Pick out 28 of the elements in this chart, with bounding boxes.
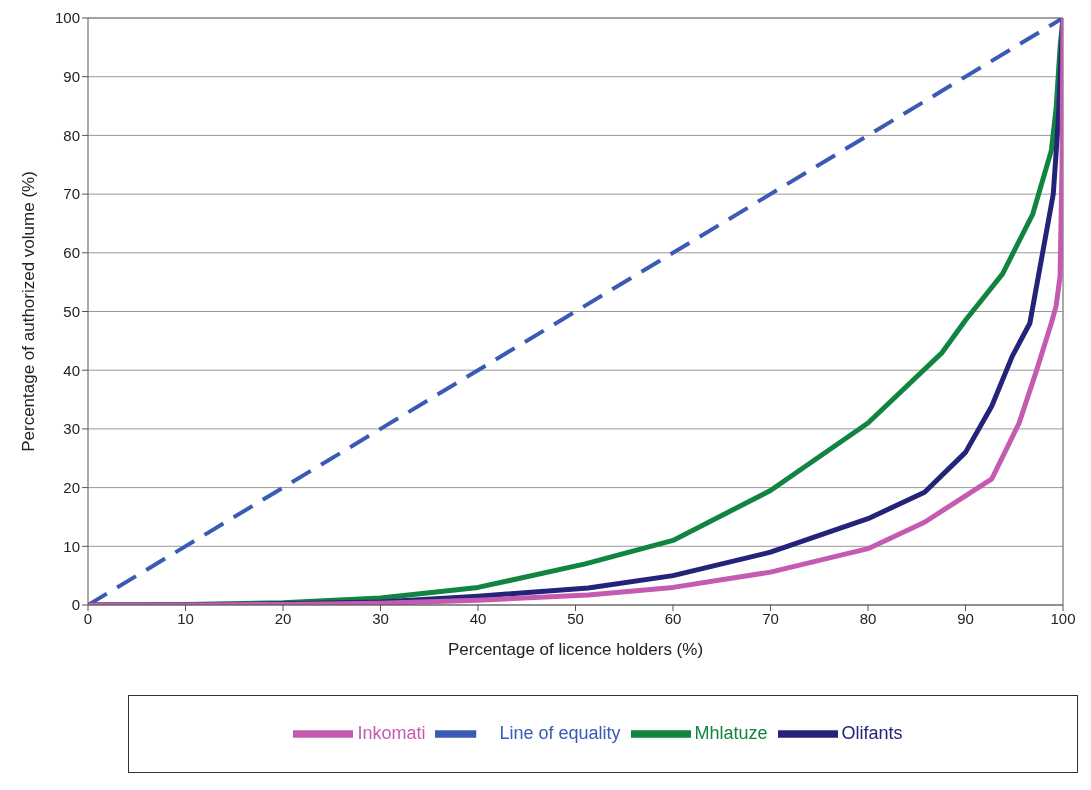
x-axis-title: Percentage of licence holders (%) — [447, 640, 704, 659]
legend-label: Inkomati — [357, 722, 426, 743]
x-tick-label: 0 — [83, 609, 93, 627]
x-tick-label: 40 — [469, 609, 487, 627]
y-tick-label: 80 — [63, 126, 80, 144]
x-tick-label: 50 — [567, 609, 584, 627]
x-tick-label: 10 — [177, 609, 194, 627]
y-tick-label: 100 — [54, 9, 80, 27]
y-tick-label: 50 — [63, 302, 80, 320]
x-tick-label: 80 — [859, 609, 877, 627]
y-tick-label: 10 — [63, 537, 80, 555]
x-tick-label: 100 — [1050, 609, 1076, 627]
x-tick-label: 70 — [762, 609, 779, 627]
x-tick-label: 30 — [372, 609, 389, 627]
y-axis-title: Percentage of authorized volume (%) — [19, 171, 39, 452]
x-tick-label: 60 — [664, 609, 682, 627]
legend-label: Olifants — [841, 722, 903, 743]
y-tick-label: 30 — [63, 420, 80, 438]
legend-label: Line of equality — [499, 722, 621, 743]
y-tick-label: 70 — [63, 185, 80, 203]
y-tick-label: 20 — [63, 478, 80, 496]
y-tick-label: 90 — [63, 68, 80, 86]
legend-label: Mhlatuze — [694, 722, 768, 743]
y-tick-label: 0 — [71, 596, 80, 614]
x-tick-label: 20 — [274, 609, 292, 627]
y-tick-label: 60 — [63, 244, 80, 262]
x-tick-label: 90 — [957, 609, 974, 627]
y-tick-label: 40 — [63, 361, 80, 379]
